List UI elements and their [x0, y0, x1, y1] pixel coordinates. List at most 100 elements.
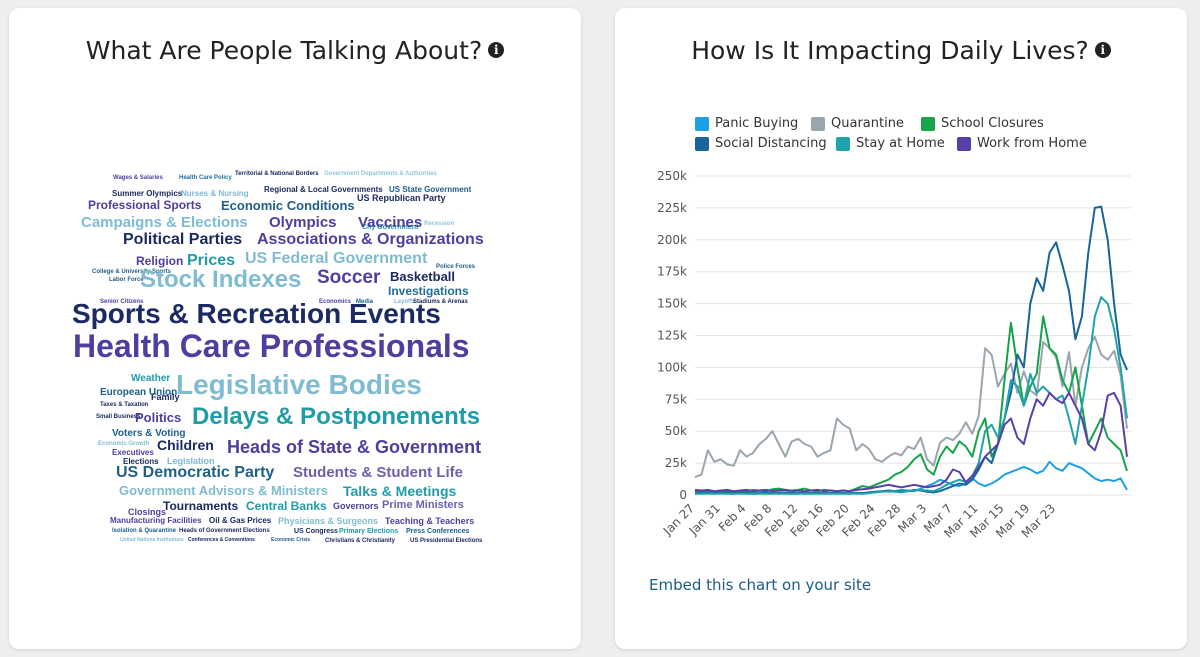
- series-line-panic-buying[interactable]: [694, 460, 1128, 495]
- y-tick-label: 100k: [657, 360, 687, 374]
- legend-item[interactable]: School Closures: [921, 116, 1044, 131]
- chart-title: How Is It Impacting Daily Lives?: [691, 36, 1089, 65]
- word-cloud-term[interactable]: Basketball: [390, 269, 456, 284]
- word-cloud-term[interactable]: Government Advisors & Ministers: [119, 483, 329, 498]
- word-cloud-term[interactable]: Central Banks: [246, 499, 327, 513]
- word-cloud-term[interactable]: Executives: [112, 448, 154, 457]
- word-cloud-term[interactable]: Heads of State & Government: [227, 437, 482, 457]
- word-cloud-term[interactable]: Olympics: [269, 214, 337, 231]
- word-cloud-term[interactable]: Students & Student Life: [293, 464, 463, 481]
- word-cloud-term[interactable]: Children: [157, 437, 214, 453]
- word-cloud-term[interactable]: Prime Ministers: [382, 499, 464, 511]
- word-cloud-term[interactable]: Politics: [135, 410, 182, 425]
- word-cloud-term[interactable]: United Nations Institutions: [120, 537, 184, 543]
- word-cloud-term[interactable]: Tournaments: [163, 499, 239, 513]
- word-cloud-term[interactable]: Conferences & Conventions: [188, 537, 255, 543]
- word-cloud-term[interactable]: Physicians & Surgeons: [278, 516, 379, 526]
- legend-label: Social Distancing: [715, 136, 827, 151]
- y-tick-label: 25k: [665, 456, 687, 470]
- word-cloud-term[interactable]: Police Forces: [436, 264, 476, 270]
- word-cloud-term[interactable]: Delays & Postponements: [192, 403, 481, 430]
- word-cloud-term[interactable]: Voters & Voting: [112, 428, 186, 439]
- word-cloud-term[interactable]: Stadiums & Arenas: [413, 299, 468, 305]
- word-cloud-term[interactable]: Wages & Salaries: [113, 175, 163, 181]
- word-cloud-term[interactable]: Health Care Professionals: [73, 328, 470, 364]
- legend-swatch: [957, 136, 971, 151]
- word-cloud-term[interactable]: US Congress: [294, 528, 338, 535]
- word-cloud-term[interactable]: Government Departments & Authorities: [324, 171, 437, 177]
- legend-item[interactable]: Work from Home: [957, 136, 1087, 151]
- word-cloud-term[interactable]: Heads of Government Elections: [179, 528, 270, 534]
- word-cloud-term[interactable]: Isolation & Quarantine: [112, 528, 177, 534]
- word-cloud-term[interactable]: Talks & Meetings: [343, 483, 457, 499]
- word-cloud-term[interactable]: Associations & Organizations: [257, 231, 484, 248]
- word-cloud-term[interactable]: US Democratic Party: [116, 464, 275, 481]
- word-cloud-term[interactable]: US Presidential Elections: [410, 538, 483, 544]
- series-line-work-from-home[interactable]: [694, 391, 1128, 493]
- legend-item[interactable]: Social Distancing: [695, 136, 827, 151]
- word-cloud-term[interactable]: European Union: [100, 387, 178, 398]
- word-cloud-term[interactable]: Prices: [187, 252, 236, 269]
- word-cloud-term[interactable]: Christians & Christianity: [325, 538, 396, 544]
- word-cloud-term[interactable]: Primary Elections: [339, 528, 399, 535]
- word-cloud-term[interactable]: Teaching & Teachers: [385, 516, 475, 526]
- info-icon[interactable]: i: [1094, 42, 1111, 58]
- word-cloud-term[interactable]: US Federal Government: [245, 250, 428, 267]
- word-cloud-term[interactable]: Press Conferences: [406, 528, 470, 535]
- word-cloud-term[interactable]: Closings: [128, 507, 167, 517]
- word-cloud-term[interactable]: Taxes & Taxation: [100, 402, 149, 408]
- word-cloud-term[interactable]: US State Government: [389, 185, 472, 194]
- series-line-school-closures[interactable]: [694, 315, 1128, 494]
- word-cloud-term[interactable]: Professional Sports: [88, 198, 202, 212]
- word-cloud-term[interactable]: Economic Crisis: [271, 537, 311, 543]
- word-cloud-term[interactable]: Legislation: [167, 456, 215, 466]
- word-cloud-term[interactable]: Campaigns & Elections: [81, 214, 248, 231]
- x-tick-label: Mar 3: [895, 501, 929, 535]
- legend-swatch: [695, 136, 709, 151]
- legend-item[interactable]: Panic Buying: [695, 116, 798, 131]
- y-tick-label: 225k: [657, 201, 687, 215]
- word-cloud-term[interactable]: Manufacturing Facilities: [110, 516, 202, 525]
- legend-swatch: [811, 116, 825, 131]
- word-cloud-term[interactable]: Soccer: [317, 267, 381, 288]
- line-chart: 025k50k75k100k125k150k175k200k225k250kJa…: [657, 169, 1131, 541]
- series-line-quarantine[interactable]: [694, 335, 1128, 479]
- y-tick-label: 175k: [657, 265, 687, 279]
- word-cloud-term[interactable]: Economic Conditions: [221, 198, 355, 213]
- legend-item[interactable]: Quarantine: [811, 116, 904, 131]
- word-cloud-term[interactable]: Senior Citizens: [100, 299, 144, 305]
- word-cloud-term[interactable]: Vaccines: [358, 214, 423, 231]
- chart-card: How Is It Impacting Daily Lives? i Panic …: [615, 8, 1187, 649]
- info-icon[interactable]: i: [488, 42, 505, 58]
- legend-item[interactable]: Stay at Home: [836, 136, 945, 151]
- word-cloud-term[interactable]: Economics: [319, 299, 352, 305]
- word-cloud-term[interactable]: Recession: [424, 221, 455, 227]
- word-cloud-term[interactable]: Legislative Bodies: [176, 369, 422, 400]
- word-cloud-term[interactable]: Small Business: [96, 414, 141, 420]
- word-cloud-term[interactable]: City Government: [362, 224, 419, 231]
- word-cloud-term[interactable]: Media: [356, 299, 374, 305]
- word-cloud-term[interactable]: Layoffs: [394, 299, 416, 305]
- word-cloud-term[interactable]: US Republican Party: [357, 193, 446, 203]
- word-cloud-term[interactable]: Nurses & Nursing: [181, 189, 249, 198]
- word-cloud-term[interactable]: Weather: [131, 373, 171, 384]
- word-cloud-term[interactable]: Regional & Local Governments: [264, 185, 383, 194]
- series-line-social-distancing[interactable]: [694, 205, 1128, 495]
- word-cloud-term[interactable]: Labor Force: [109, 277, 144, 283]
- word-cloud-term[interactable]: Health Care Policy: [179, 175, 232, 181]
- word-cloud-term[interactable]: Summer Olympics: [112, 189, 183, 198]
- word-cloud-term[interactable]: Elections: [123, 457, 159, 466]
- word-cloud-term[interactable]: Investigations: [388, 284, 469, 298]
- word-cloud-term[interactable]: Stock Indexes: [140, 266, 302, 293]
- word-cloud-term[interactable]: Political Parties: [123, 231, 243, 248]
- word-cloud-term[interactable]: Sports & Recreation Events: [72, 298, 441, 329]
- word-cloud-term[interactable]: College & University Sports: [92, 269, 172, 275]
- word-cloud-term[interactable]: Oil & Gas Prices: [209, 516, 272, 525]
- word-cloud-term[interactable]: Religion: [136, 254, 184, 268]
- word-cloud-term[interactable]: Economic Growth: [98, 441, 150, 447]
- word-cloud-term[interactable]: Governors: [333, 501, 379, 511]
- chart-title-row: How Is It Impacting Daily Lives? i: [615, 36, 1187, 65]
- word-cloud-term[interactable]: Family: [151, 392, 180, 402]
- word-cloud-term[interactable]: Territorial & National Borders: [235, 171, 319, 177]
- embed-chart-link[interactable]: Embed this chart on your site: [649, 576, 872, 594]
